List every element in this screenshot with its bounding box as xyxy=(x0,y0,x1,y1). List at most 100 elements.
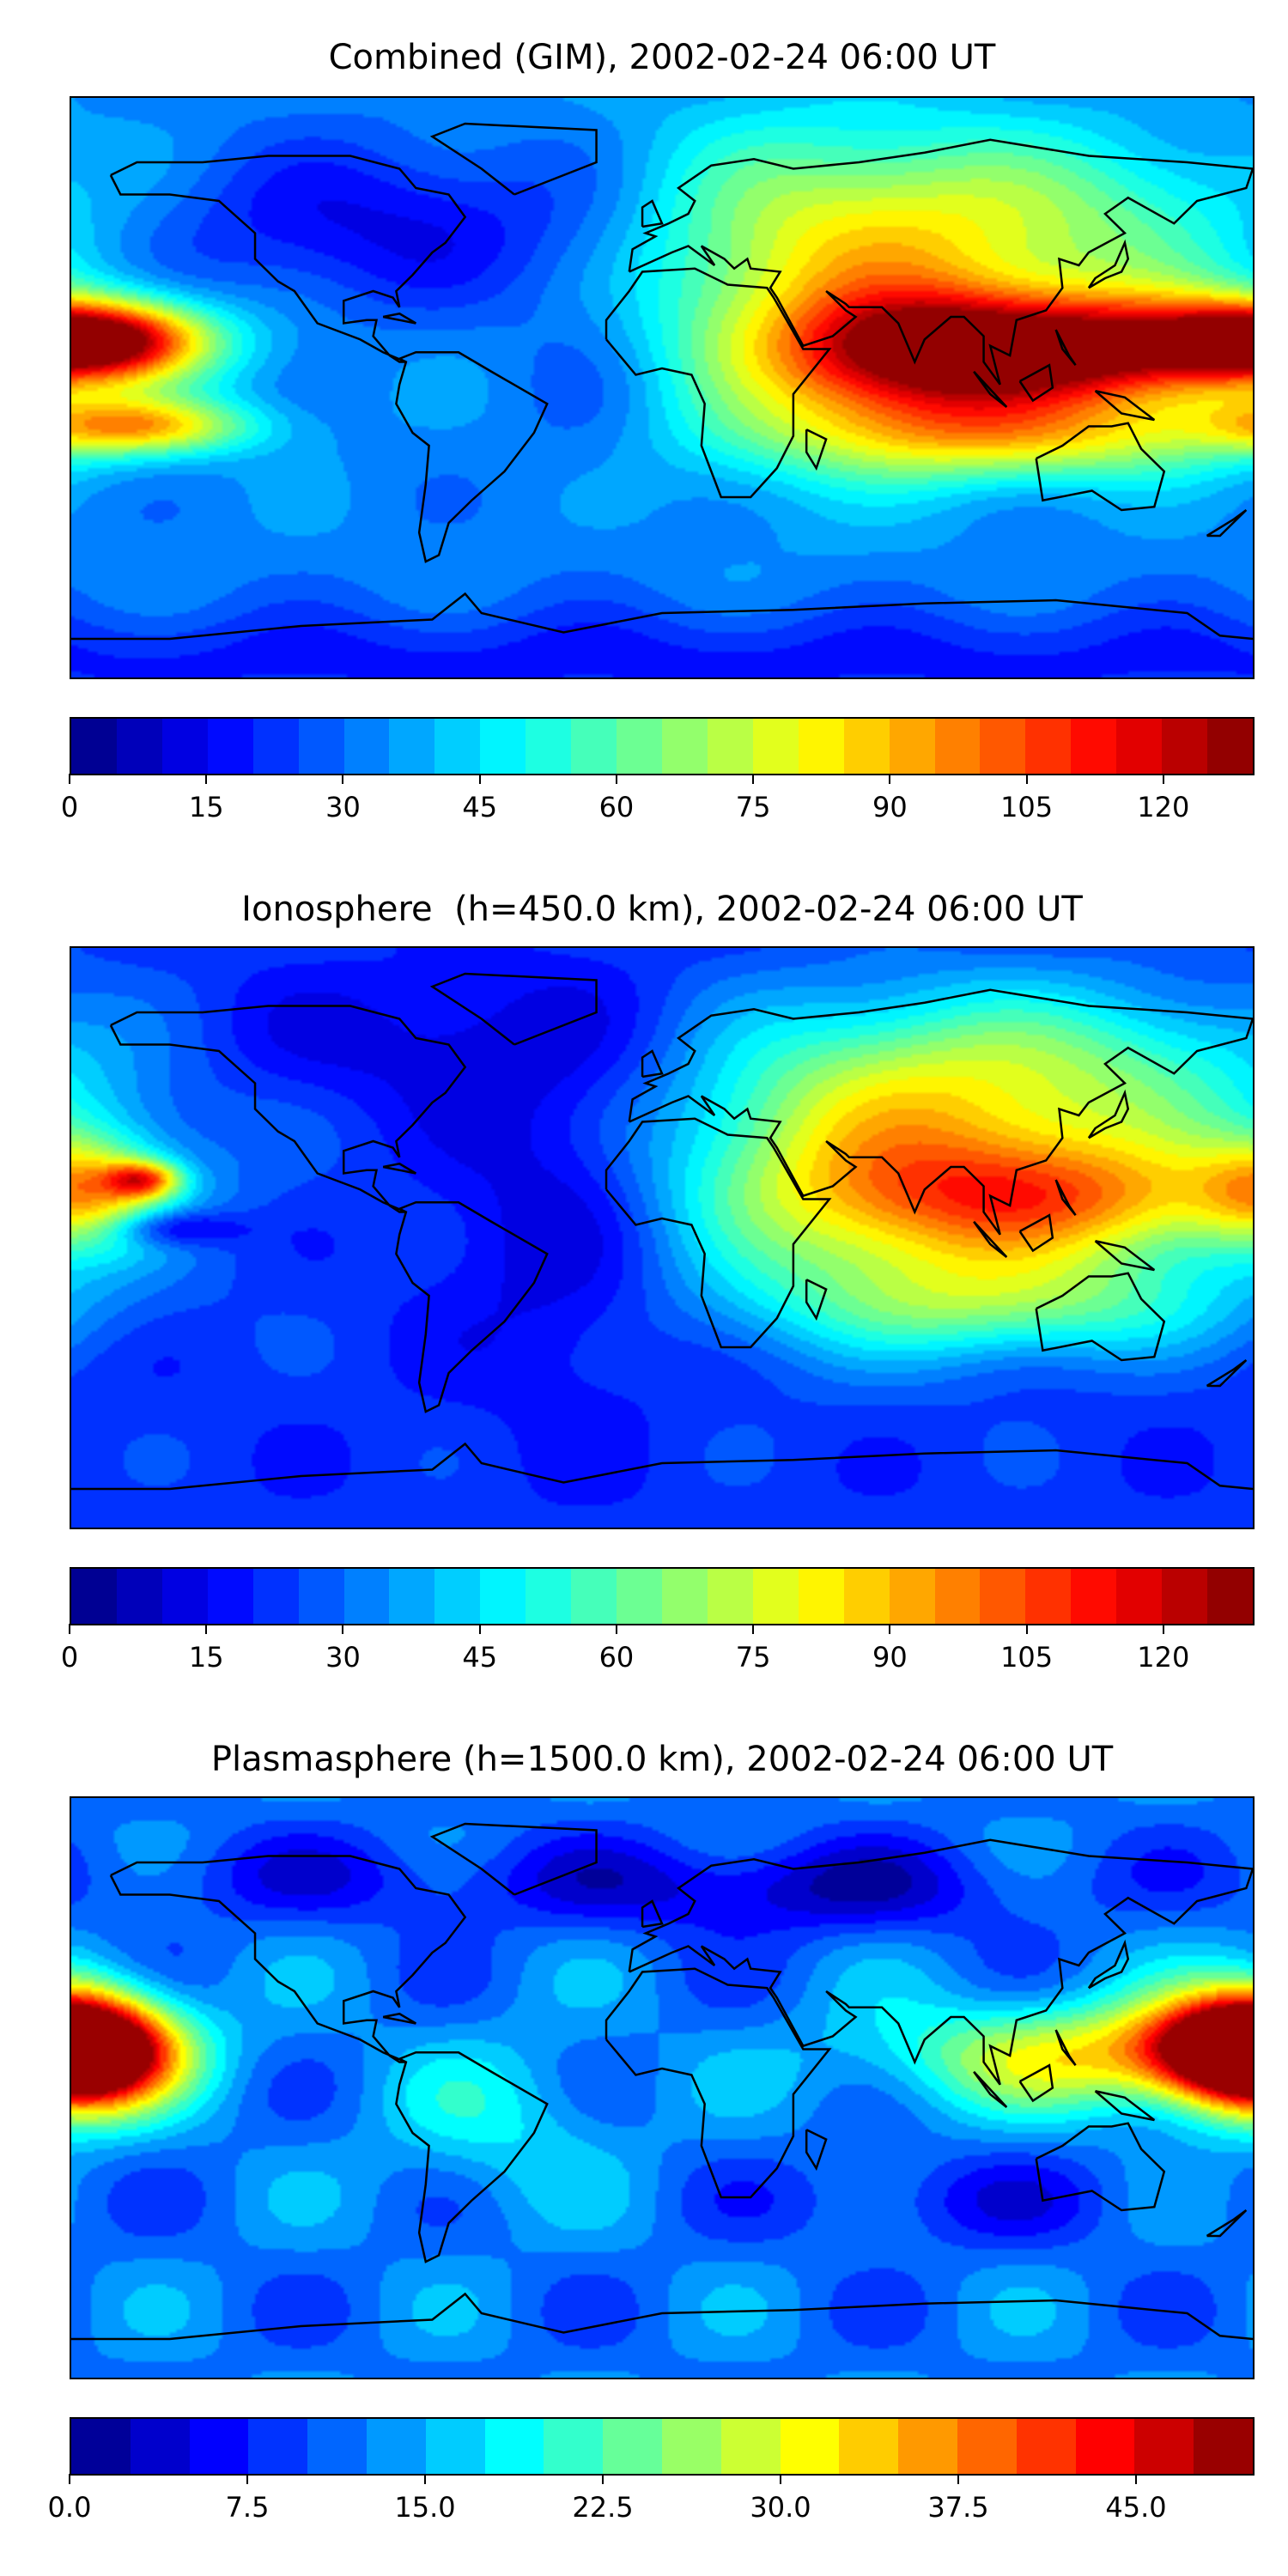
colorbar-tick-label: 45 xyxy=(462,1641,498,1674)
colorbar-ticks: 0 15 30 45 60 75 90 105 120 xyxy=(61,1624,1255,1684)
heatmap-canvas xyxy=(71,1798,1253,2378)
colorbar-bin xyxy=(207,1569,253,1624)
colorbar-tick xyxy=(752,1624,755,1634)
colorbar-tick-label: 0 xyxy=(60,1641,79,1674)
coastline xyxy=(629,140,1253,385)
colorbar-tick xyxy=(478,774,481,784)
coastline xyxy=(806,1279,826,1318)
colorbar-bin xyxy=(1071,719,1117,774)
colorbar-tick xyxy=(1025,774,1028,784)
colorbar-tick-label: 0.0 xyxy=(47,2491,92,2524)
coastline xyxy=(1096,391,1155,420)
colorbar-tick-label: 15 xyxy=(188,1641,224,1674)
colorbar-bin xyxy=(934,719,981,774)
coastline xyxy=(71,1444,1253,1490)
colorbar-bin xyxy=(1016,2419,1076,2474)
colorbar-bin xyxy=(343,1569,390,1624)
colorbar-bin xyxy=(1025,1569,1072,1624)
colorbar-bin xyxy=(434,1569,481,1624)
coastline xyxy=(1020,365,1053,400)
coastline xyxy=(1096,2091,1155,2120)
coastline xyxy=(629,990,1253,1235)
colorbar xyxy=(70,717,1255,775)
tec-map xyxy=(70,1796,1255,2379)
colorbar-bin xyxy=(1207,719,1253,774)
colorbar-bin xyxy=(617,719,662,774)
colorbar-bin xyxy=(617,1569,662,1624)
colorbar-tick xyxy=(478,1624,481,1634)
colorbar-bin xyxy=(780,2419,840,2474)
colorbar-tick xyxy=(889,1624,891,1634)
colorbar-tick-label: 30 xyxy=(325,1641,361,1674)
colorbar-bin xyxy=(189,2419,249,2474)
colorbar-tick xyxy=(602,2474,604,2484)
colorbar-bin xyxy=(798,1569,844,1624)
colorbar-tick-label: 60 xyxy=(598,1641,635,1674)
colorbar-bin xyxy=(298,719,344,774)
colorbar-tick-label: 30 xyxy=(325,791,361,823)
colorbar-tick-label: 75 xyxy=(735,791,771,823)
coastline xyxy=(1206,2210,1246,2236)
colorbar-tick-label: 45.0 xyxy=(1105,2491,1167,2524)
colorbar-bin xyxy=(130,2419,190,2474)
coastline xyxy=(432,974,596,1045)
colorbar-bin xyxy=(1116,1569,1163,1624)
colorbar-tick xyxy=(246,2474,248,2484)
colorbar-bin xyxy=(661,1569,708,1624)
tec-map xyxy=(70,946,1255,1529)
colorbar-bin xyxy=(603,2419,662,2474)
coastline xyxy=(1020,2065,1053,2100)
coastline xyxy=(1036,1273,1164,1360)
colorbar-bin xyxy=(980,1569,1026,1624)
colorbar-ticks: 0 15 30 45 60 75 90 105 120 xyxy=(61,774,1255,834)
colorbar-bin xyxy=(1134,2419,1194,2474)
colorbar-bin xyxy=(889,719,935,774)
coastline xyxy=(432,1824,596,1895)
colorbar-tick xyxy=(957,2474,959,2484)
coastline xyxy=(642,201,662,227)
colorbar-tick xyxy=(342,1624,344,1634)
colorbar-bin xyxy=(71,1569,117,1624)
coastline xyxy=(396,2052,547,2262)
colorbar-tick xyxy=(615,1624,617,1634)
colorbar-tick xyxy=(342,774,344,784)
colorbar-tick xyxy=(1025,1624,1028,1634)
coastline xyxy=(974,2072,1006,2107)
heatmap-canvas xyxy=(71,948,1253,1528)
colorbar-bin xyxy=(116,1569,162,1624)
colorbar-bin xyxy=(752,1569,799,1624)
coastline xyxy=(71,594,1253,640)
coastline xyxy=(606,269,829,497)
coastline xyxy=(1056,2030,1076,2065)
colorbar-bin xyxy=(389,1569,435,1624)
coastline xyxy=(1036,2123,1164,2210)
coastline xyxy=(396,352,547,562)
colorbar-bin xyxy=(980,719,1026,774)
coastline xyxy=(396,1202,547,1412)
colorbar-bin xyxy=(707,1569,753,1624)
coastlines xyxy=(71,98,1253,677)
colorbar-bin xyxy=(544,2419,604,2474)
colorbar-bin xyxy=(843,719,890,774)
coastline xyxy=(629,1840,1253,2085)
colorbar-bin xyxy=(116,719,162,774)
colorbar-bin xyxy=(661,2419,721,2474)
coastline xyxy=(806,2129,826,2168)
colorbar-tick-label: 30.0 xyxy=(750,2491,811,2524)
colorbar-bin xyxy=(366,2419,426,2474)
colorbar-bin xyxy=(307,2419,367,2474)
colorbar-tick-label: 105 xyxy=(1000,1641,1054,1674)
colorbar-bin xyxy=(248,2419,308,2474)
chart-title: Combined (GIM), 2002-02-24 06:00 UT xyxy=(328,38,996,77)
colorbar-tick xyxy=(69,2474,70,2484)
colorbar-tick xyxy=(1162,774,1164,784)
colorbar-bin xyxy=(752,719,799,774)
colorbar-tick-label: 90 xyxy=(872,1641,908,1674)
colorbar-bin xyxy=(571,1569,617,1624)
colorbar-bin xyxy=(480,1569,526,1624)
coastline xyxy=(1089,243,1128,289)
coastline xyxy=(111,156,465,362)
colorbar-bin xyxy=(661,719,708,774)
colorbar-bin xyxy=(161,1569,208,1624)
coastline xyxy=(806,429,826,468)
